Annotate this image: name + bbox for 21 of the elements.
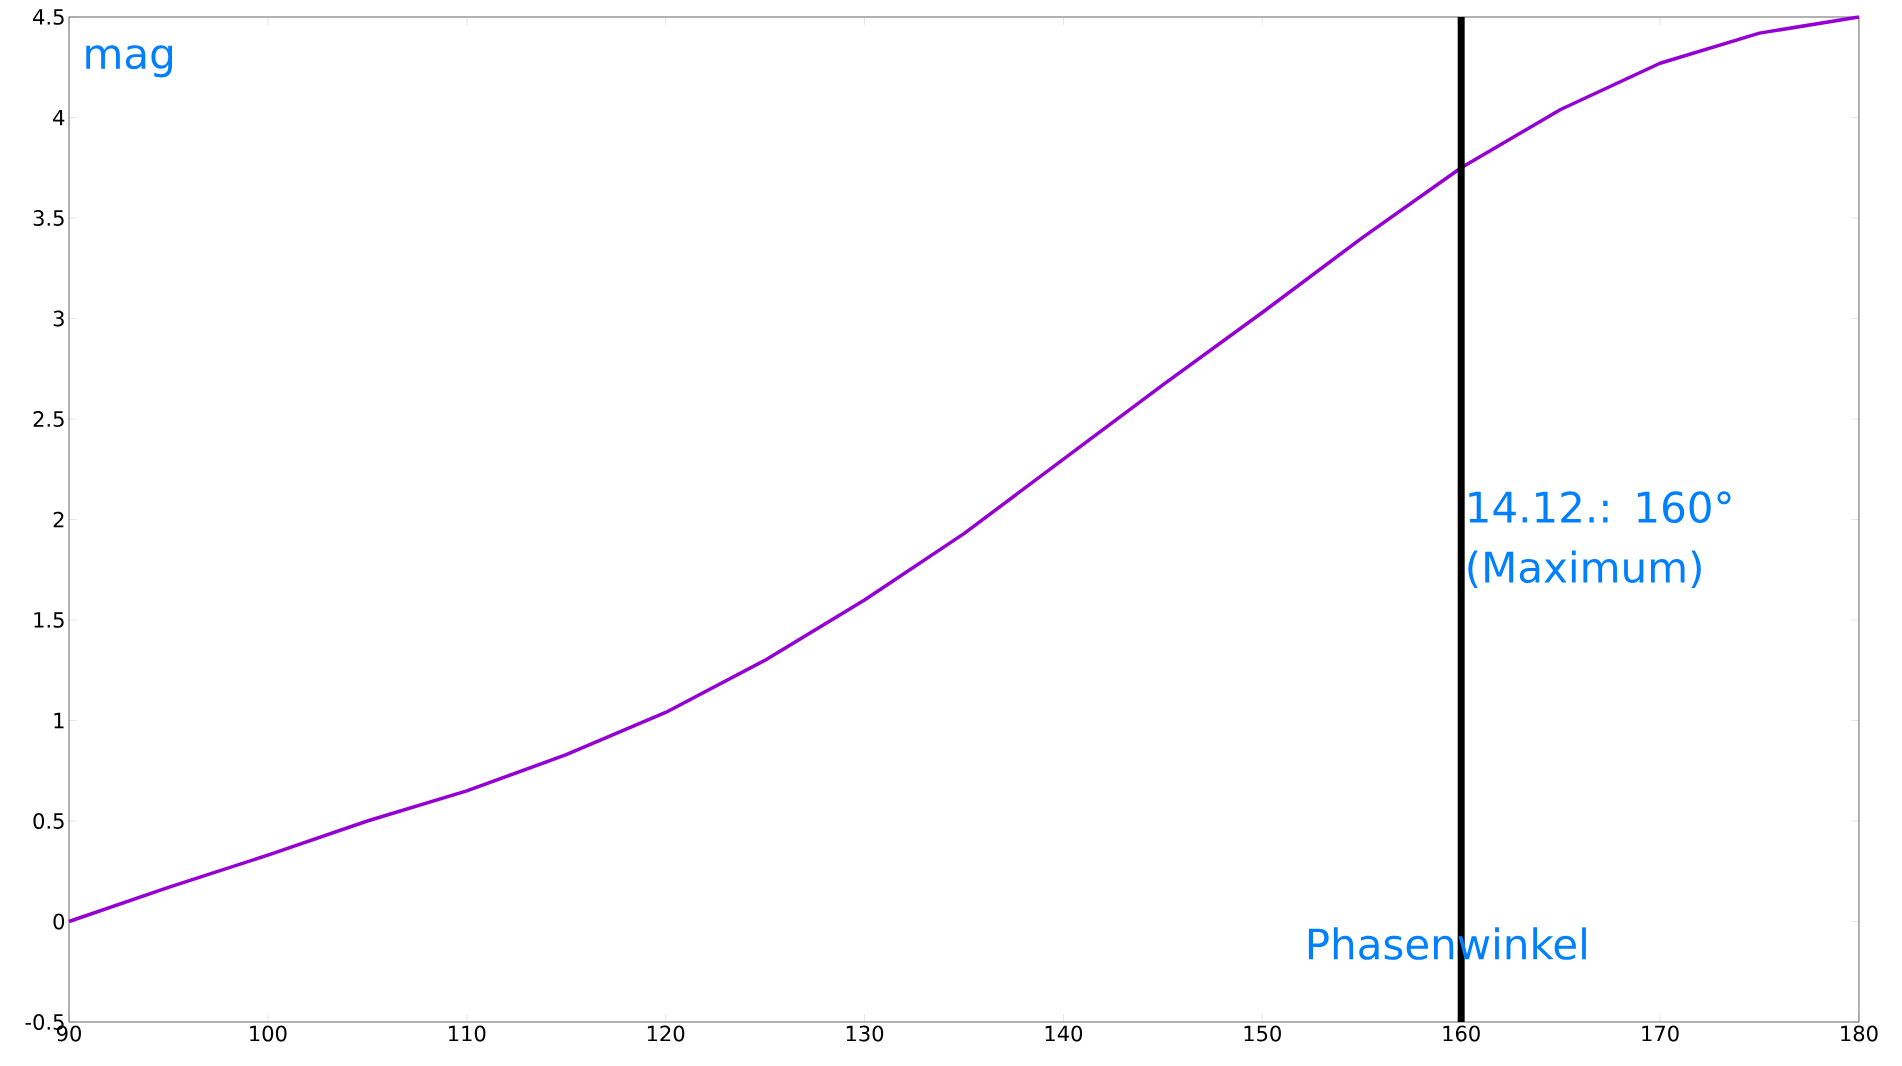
y-tick-label: 2.5 — [33, 411, 64, 427]
y-axis-title: mag — [86, 45, 172, 78]
x-tick-label: 150 — [1244, 1025, 1281, 1042]
y-tick-label: 2 — [53, 511, 64, 528]
x-tick-label: 180 — [1841, 1025, 1878, 1042]
y-tick-label: 0.5 — [33, 813, 64, 829]
ref-line-label: 14.12.: 160° (Maximum) — [1468, 491, 1731, 588]
y-tick-label: 4.5 — [33, 9, 64, 25]
x-tick-label: 130 — [846, 1025, 884, 1042]
x-tick-label: 120 — [647, 1025, 685, 1042]
y-tick-label: 3.5 — [33, 210, 64, 226]
x-tick-label: 110 — [449, 1025, 486, 1042]
x-tick-label: 160 — [1443, 1025, 1480, 1042]
y-tick-label: 1 — [54, 712, 64, 729]
y-tick-label: 1.5 — [34, 612, 64, 628]
x-tick-label: 140 — [1045, 1025, 1083, 1042]
y-tick-label: 3 — [53, 310, 64, 327]
x-tick-label: 170 — [1642, 1025, 1679, 1042]
y-tick-label: 0 — [53, 913, 65, 930]
y-tick-label: 4 — [53, 109, 65, 126]
x-tick-label: 100 — [250, 1025, 287, 1042]
